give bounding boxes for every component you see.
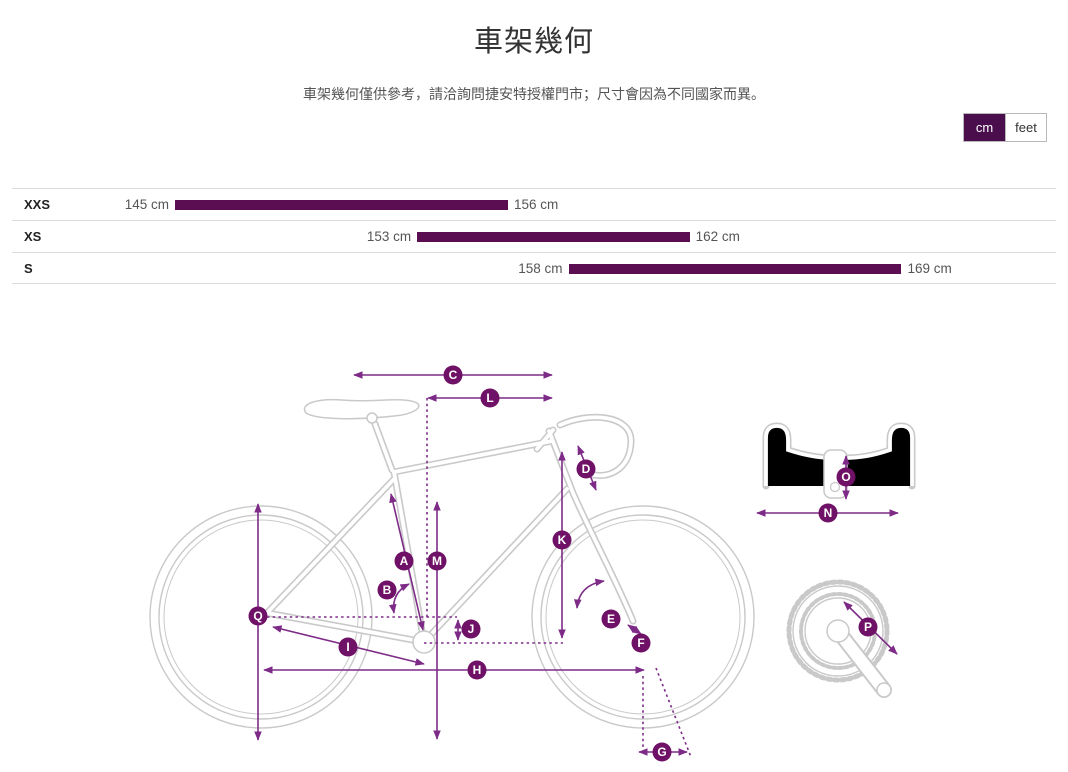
label-p: P [858, 617, 878, 637]
size-label: XXS [24, 197, 51, 212]
svg-text:H: H [473, 663, 482, 677]
label-i: I [338, 637, 358, 657]
svg-text:M: M [432, 554, 442, 568]
label-d: D [576, 459, 596, 479]
label-c: C [443, 365, 463, 385]
height-range-bar [568, 264, 902, 274]
svg-text:A: A [400, 554, 409, 568]
svg-text:N: N [824, 506, 833, 520]
range-max-label: 162 cm [695, 229, 740, 244]
svg-text:Q: Q [253, 609, 262, 623]
label-a: A [394, 551, 414, 571]
svg-text:K: K [558, 533, 567, 547]
label-j: J [461, 619, 481, 639]
crankset-detail [786, 579, 892, 698]
frame-tubes [263, 413, 637, 646]
size-label: S [24, 261, 33, 276]
label-b: B [377, 580, 397, 600]
height-range-bar [175, 200, 508, 210]
svg-text:F: F [637, 636, 644, 650]
svg-text:D: D [582, 462, 591, 476]
unit-cm-button[interactable]: cm [964, 114, 1005, 141]
range-max-label: 169 cm [907, 261, 952, 276]
range-min-label: 153 cm [366, 229, 412, 244]
label-f: F [631, 633, 651, 653]
bike-outline-drawing [149, 398, 755, 729]
saddle [303, 398, 420, 424]
label-l: L [480, 388, 500, 408]
svg-text:G: G [657, 745, 666, 759]
svg-text:P: P [864, 620, 872, 634]
size-row-xxs: XXS 145 cm 156 cm [12, 188, 1056, 220]
handlebar-top-view [762, 422, 916, 499]
svg-text:L: L [486, 391, 493, 405]
label-h: H [467, 660, 487, 680]
svg-text:O: O [841, 470, 850, 484]
range-min-label: 158 cm [518, 261, 563, 276]
measurement-labels: A B C D E F G H I J K L M N O P Q [248, 365, 878, 762]
range-min-label: 145 cm [124, 197, 169, 212]
size-row-s: S 158 cm 169 cm [12, 252, 1056, 284]
geometry-diagram: A B C D E F G H I J K L M N O P Q [0, 347, 1068, 772]
label-m: M [427, 551, 447, 571]
label-g: G [652, 742, 672, 762]
height-range-bar [417, 232, 690, 242]
size-row-xs: XS 153 cm 162 cm [12, 220, 1056, 252]
label-q: Q [248, 606, 268, 626]
label-o: O [836, 467, 856, 487]
svg-text:C: C [449, 368, 458, 382]
measurement-lines [254, 371, 899, 758]
label-e: E [601, 609, 621, 629]
range-max-label: 156 cm [513, 197, 559, 212]
svg-text:B: B [383, 583, 392, 597]
page-subtitle: 車架幾何僅供參考，請洽詢問捷安特授權門市；尺寸會因為不同國家而異。 [303, 86, 765, 102]
bike-geometry-svg: A B C D E F G H I J K L M N O P Q [149, 365, 916, 762]
svg-text:E: E [607, 612, 615, 626]
unit-toggle: cm feet [963, 113, 1047, 142]
unit-feet-button[interactable]: feet [1005, 114, 1046, 141]
page-title: 車架幾何 [473, 26, 594, 58]
label-k: K [552, 530, 572, 550]
size-chart: XXS 145 cm 156 cm XS 153 cm 162 cm S 158… [0, 188, 1068, 284]
svg-text:J: J [468, 622, 475, 636]
bottom-bracket [412, 630, 436, 654]
label-n: N [818, 503, 838, 523]
size-label: XS [24, 229, 42, 244]
svg-text:I: I [346, 640, 349, 654]
